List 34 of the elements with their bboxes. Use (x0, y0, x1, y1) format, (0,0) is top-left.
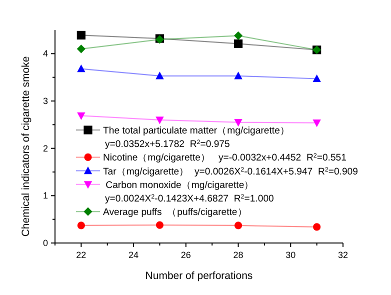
legend-label: The total particulate matter（mg/cigarette） y=0.0352x+5.1782 R$^{2}$=0.975 (103, 126, 290, 150)
x-tick-label: 26 (180, 250, 191, 260)
point (77, 64, 86, 72)
point (313, 223, 321, 231)
x-axis-title: Number of perforations (145, 270, 253, 282)
point (312, 74, 321, 82)
point (77, 222, 85, 230)
legend-label: Tar（mg/cigarette） y=0.0026X$^{2}$-0.1614X+5.947 R$^{2}$=0.909 (103, 166, 358, 178)
x-tick-label: 24 (128, 250, 139, 260)
point (156, 116, 164, 124)
point (234, 31, 243, 40)
x-tick-label: 22 (76, 250, 86, 260)
point (76, 30, 86, 40)
point (234, 39, 243, 48)
y-tick-label: 3 (42, 96, 48, 106)
point (312, 119, 321, 128)
point (234, 72, 242, 80)
y-tick-label: 1 (42, 190, 48, 201)
point (77, 112, 86, 120)
legend-label: Carbon monoxide（mg/cigarette） y=0.0024X$^{2}$-0.1423X+4.6827 R$^{2}$=1.000 (103, 180, 274, 204)
y-tick-label: 0 (42, 238, 48, 248)
point (234, 222, 242, 230)
x-tick-label: 30 (286, 250, 296, 260)
y-tick-label: 4 (42, 48, 48, 59)
x-tick-label: 28 (233, 250, 244, 260)
point (76, 44, 86, 54)
legend-label: Average puffs （puffs/cigarette） (103, 207, 248, 218)
y-axis-title: Chemical indicators of cigarette smoke (20, 56, 32, 237)
point (156, 221, 164, 229)
y-tick-label: 2 (42, 143, 48, 154)
point (234, 119, 242, 127)
x-tick-label: 32 (338, 250, 348, 260)
point (156, 72, 164, 80)
legend-label: Nicotine（mg/cigarette） y=-0.0032x+0.4452 R$^{2}$=0.551 (103, 152, 346, 164)
